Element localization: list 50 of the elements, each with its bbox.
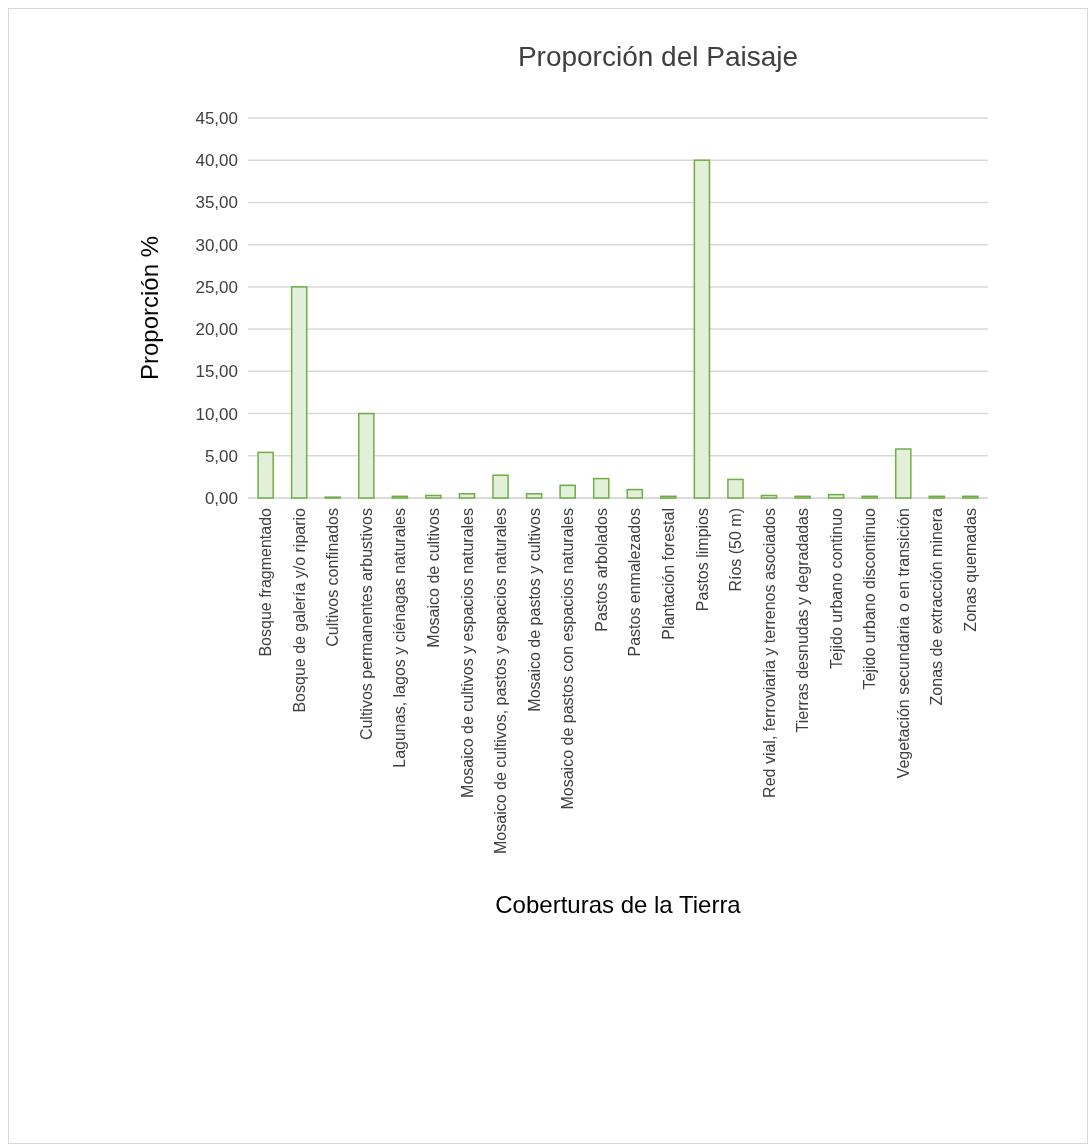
x-tick-label: Tejido urbano discontinuo [861,507,879,690]
x-tick-label: Tejido urbano continuo [827,507,845,670]
y-tick-label: 15,00 [195,362,238,382]
bar [894,448,912,499]
bar [425,494,442,499]
y-tick-label: 40,00 [195,151,238,171]
x-tick-label: Vegetación secundaria o en transición [894,508,912,779]
x-tick-label: Mosaico de pastos con espacios naturales [559,508,577,810]
y-tick-label: 35,00 [195,193,238,213]
x-tick-label: Plantación forestal [659,508,677,640]
bar [693,159,711,499]
y-tick-label: 5,00 [204,446,238,466]
bar [827,493,845,499]
y-tick-label: 45,00 [195,108,238,128]
x-tick-label: Pastos arbolados [592,508,610,632]
x-tick-label: Lagunas, lagos y ciénagas naturales [391,508,409,768]
y-tick-label: 30,00 [195,235,238,255]
bar [257,451,274,499]
x-tick-label: Red vial, ferroviaria y terrenos asociados [760,508,778,798]
bar [727,478,744,499]
x-tick-label: Mosaico de cultivos, pastos y espacios naturales [492,508,510,854]
y-tick-label: 0,00 [204,488,238,508]
y-axis-title: Proporción % [136,235,163,381]
bar [458,493,476,499]
x-tick-label: Pastos enmalezados [626,508,644,657]
x-tick-label: Mosaico de pastos y cultivos [525,508,543,712]
x-tick-label: Mosaico de cultivos y espacios naturales [458,508,476,798]
x-tick-label: Zonas de extracción minera [928,507,946,706]
x-tick-label: Cultivos confinados [324,508,342,647]
x-tick-label: Mosaico de cultivos [425,508,443,648]
x-tick-label: Zonas quemadas [961,508,979,632]
bar [559,484,576,499]
x-tick-label: Pastos limpios [693,508,711,612]
y-tick-label: 20,00 [195,320,238,340]
y-tick-label: 25,00 [195,277,238,297]
x-axis-title: Coberturas de la Tierra [495,891,742,918]
x-tick-label: Tierras desnudas y degradadas [794,508,812,733]
bar [760,494,778,499]
y-tick-label: 10,00 [195,404,238,424]
bar [626,488,644,499]
x-tick-label: Ríos (50 m) [727,508,745,592]
x-tick-label: Bosque fragmentado [257,507,275,657]
bar [492,474,509,499]
bar [592,477,610,499]
x-tick-label: Cultivos permanentes arbustivos [357,508,375,741]
bar [290,286,308,499]
bar [358,412,375,499]
x-tick-label: Bosque de galería y/o ripario [290,507,308,713]
chart-title: Proporción del Paisaje [517,41,799,72]
bar [525,493,543,499]
